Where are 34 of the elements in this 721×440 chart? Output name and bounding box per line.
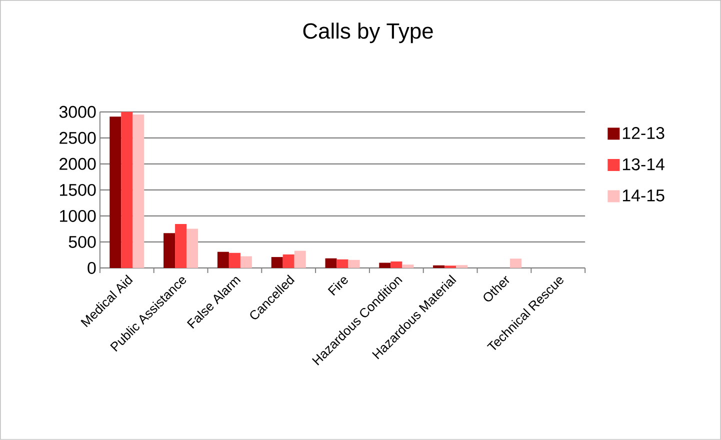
bar [121,112,133,268]
bar [271,257,283,268]
bar [348,260,360,268]
y-tick-label: 2500 [60,132,96,144]
bar [164,233,176,268]
legend-label: 14-15 [622,190,664,202]
y-tick-label: 1500 [60,184,96,196]
legend-label: 12-13 [622,127,664,140]
bar [456,265,468,268]
bar [217,252,229,268]
bar [510,258,522,268]
bar [336,259,348,268]
y-tick-label: 3000 [59,106,96,118]
bar [390,262,402,268]
x-tick-label: Fire [328,277,348,296]
y-tick-label: 1000 [60,210,96,222]
bar [175,224,187,268]
y-tick-label: 2000 [60,158,96,170]
bar [294,250,306,268]
bar [444,266,456,268]
chart-title: Calls by Type [303,22,433,44]
bar [132,114,144,268]
legend-label: 13-14 [622,158,664,170]
bar [228,252,240,268]
bar [433,265,445,268]
bar [325,258,337,268]
y-tick-label: 0 [88,262,96,274]
bar [240,256,252,268]
bar [282,254,294,268]
bar [186,228,198,268]
bar [110,116,122,268]
bar [402,264,414,268]
y-tick-label: 500 [68,236,96,248]
bar [379,262,391,268]
